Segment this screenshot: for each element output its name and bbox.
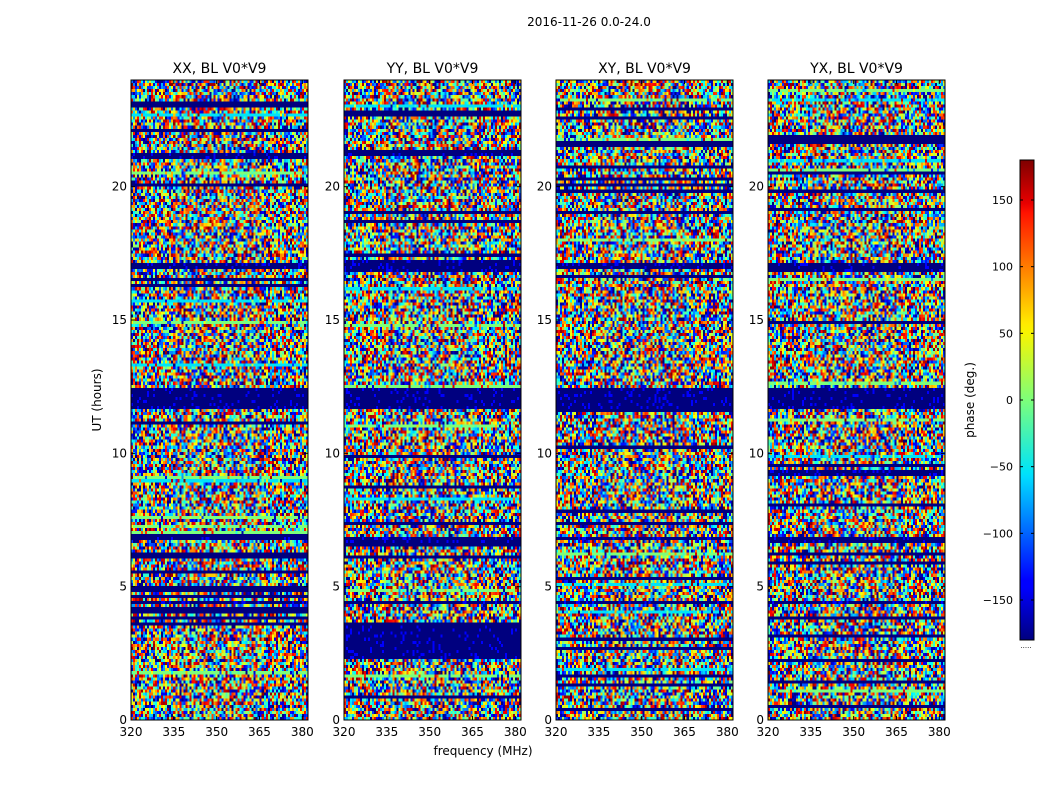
figure-title: 2016-11-26 0.0-24.0 xyxy=(527,15,651,29)
colorbar-tick-label: 100 xyxy=(992,261,1013,274)
x-tick-label: 335 xyxy=(587,725,610,739)
colorbar-ticks: −150 −100 −50 0 50 100 150 xyxy=(983,194,1034,607)
x-tick-label: 320 xyxy=(333,725,356,739)
colorbar-tick-label: −100 xyxy=(983,527,1013,540)
y-tick-label: 0 xyxy=(544,713,552,727)
panel-1: YY, BL V0*V9 320 335 350 365 380 0 5 10 15 20 xyxy=(325,61,527,739)
y-tick-label: 5 xyxy=(119,580,127,594)
x-tick-label: 335 xyxy=(162,725,185,739)
phase-heatmap xyxy=(768,80,945,720)
colorbar-tick-label: 150 xyxy=(992,194,1013,207)
colorbar-label: phase (deg.) xyxy=(963,362,977,438)
panel-title: XY, BL V0*V9 xyxy=(598,61,691,77)
panel-title: YX, BL V0*V9 xyxy=(809,61,903,77)
x-tick-label: 365 xyxy=(673,725,696,739)
x-tick-label: 350 xyxy=(630,725,653,739)
y-tick-label: 20 xyxy=(749,180,764,194)
y-tick-label: 5 xyxy=(332,580,340,594)
phase-heatmap xyxy=(344,80,521,720)
y-tick-label: 20 xyxy=(537,180,552,194)
x-tick-label: 380 xyxy=(716,725,739,739)
y-tick-label: 0 xyxy=(756,713,764,727)
panel-frame xyxy=(343,79,522,721)
y-tick-label: 10 xyxy=(112,446,127,460)
x-tick-label: 335 xyxy=(799,725,822,739)
panel-0: XX, BL V0*V9 320 335 350 365 380 0 5 10 15 20 xyxy=(112,61,314,739)
x-tick-label: 380 xyxy=(291,725,314,739)
y-tick-label: 0 xyxy=(119,713,127,727)
y-tick-label: 0 xyxy=(332,713,340,727)
y-axis-label: UT (hours) xyxy=(90,368,104,431)
x-tick-label: 350 xyxy=(418,725,441,739)
x-tick-label: 350 xyxy=(205,725,228,739)
x-tick-label: 320 xyxy=(757,725,780,739)
x-tick-label: 365 xyxy=(248,725,271,739)
panel-2: XY, BL V0*V9 320 335 350 365 380 0 5 10 15 20 xyxy=(537,61,739,739)
colorbar: −150 −100 −50 0 50 100 150 phase (deg.) ..... xyxy=(963,159,1035,650)
panel-frame xyxy=(130,79,309,721)
x-tick-label: 320 xyxy=(120,725,143,739)
x-tick-label: 335 xyxy=(375,725,398,739)
y-tick-label: 10 xyxy=(537,446,552,460)
y-tick-label: 15 xyxy=(537,313,552,327)
x-tick-label: 320 xyxy=(545,725,568,739)
panel-title: XX, BL V0*V9 xyxy=(173,61,267,77)
panel-title: YY, BL V0*V9 xyxy=(386,61,479,77)
x-tick-label: 380 xyxy=(504,725,527,739)
colorbar-tick-label: −150 xyxy=(983,594,1013,607)
colorbar-footnote: ..... xyxy=(1020,642,1031,650)
colorbar-tick-label: 0 xyxy=(1006,394,1013,407)
x-tick-label: 380 xyxy=(928,725,951,739)
panel-3: YX, BL V0*V9 320 335 350 365 380 0 5 10 15 20 xyxy=(749,61,951,739)
y-tick-label: 5 xyxy=(544,580,552,594)
y-tick-label: 15 xyxy=(325,313,340,327)
y-tick-label: 10 xyxy=(749,446,764,460)
y-tick-label: 15 xyxy=(749,313,764,327)
panel-frame xyxy=(555,79,734,721)
y-tick-label: 10 xyxy=(325,446,340,460)
x-tick-label: 365 xyxy=(461,725,484,739)
y-tick-label: 20 xyxy=(112,180,127,194)
x-tick-label: 365 xyxy=(885,725,908,739)
panel-frame xyxy=(767,79,946,721)
y-tick-label: 15 xyxy=(112,313,127,327)
phase-heatmap xyxy=(556,80,733,720)
x-tick-label: 350 xyxy=(842,725,865,739)
y-tick-label: 5 xyxy=(756,580,764,594)
colorbar-tick-label: −50 xyxy=(990,461,1013,474)
phase-heatmap xyxy=(131,80,308,720)
colorbar-tick-label: 50 xyxy=(999,327,1013,340)
x-axis-label: frequency (MHz) xyxy=(433,744,532,758)
y-tick-label: 20 xyxy=(325,180,340,194)
